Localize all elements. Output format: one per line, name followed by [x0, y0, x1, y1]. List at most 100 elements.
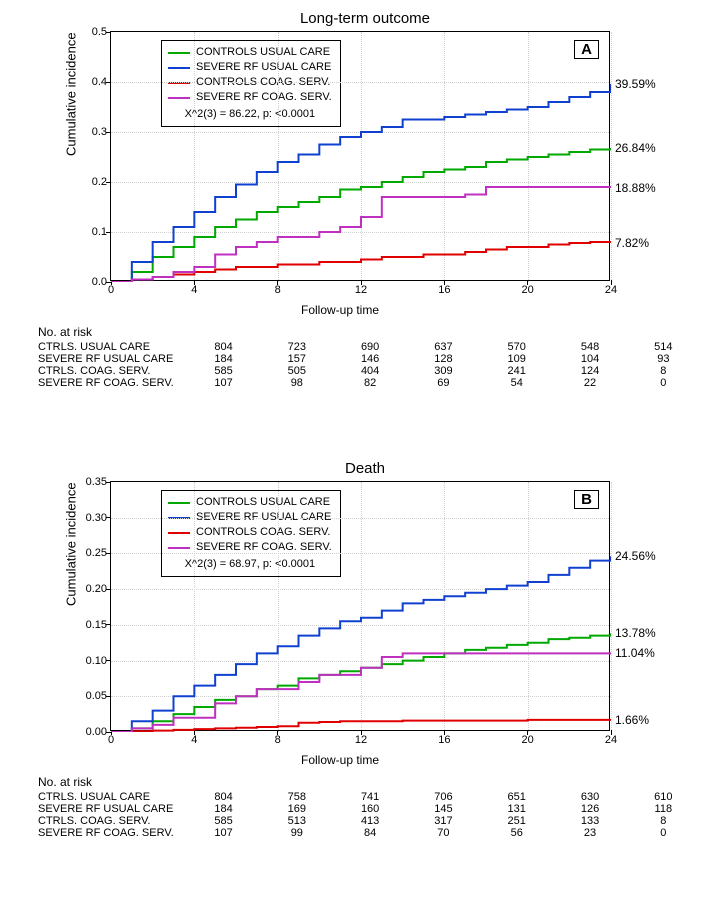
ytick-label: 0.0: [92, 276, 107, 288]
xtick-label: 4: [191, 734, 197, 746]
series-severe_coag: [111, 187, 611, 282]
risk-cell: 570: [480, 341, 553, 353]
risk-cell: 741: [333, 791, 406, 803]
series-severe_usual: [111, 556, 611, 732]
risk-cell: 690: [333, 341, 406, 353]
panel-a-ylabel: Cumulative incidence: [64, 32, 79, 156]
risk-row-label: SEVERE RF COAG. SERV.: [30, 377, 187, 389]
risk-row-label: CTRLS. USUAL CARE: [30, 791, 187, 803]
risk-cell: 8: [627, 815, 700, 827]
ytick-label: 0.10: [86, 655, 107, 667]
risk-cell: 184: [187, 803, 260, 815]
risk-cell: 98: [260, 377, 333, 389]
panel-a-plot-area: A CONTROLS USUAL CARESEVERE RF USUAL CAR…: [110, 31, 610, 281]
panel-b-title: Death: [30, 460, 700, 477]
risk-cell: 630: [553, 791, 626, 803]
risk-row: SEVERE RF COAG. SERV.10799847056230: [30, 827, 700, 839]
ytick-label: 0.4: [92, 76, 107, 88]
risk-cell: 23: [553, 827, 626, 839]
risk-row-label: CTRLS. COAG. SERV.: [30, 365, 187, 377]
series-severe_usual: [111, 84, 611, 282]
risk-cell: 804: [187, 341, 260, 353]
end-percent-controls_usual: 13.78%: [615, 626, 656, 640]
panel-b: Death Cumulative incidence B CONTROLS US…: [30, 460, 700, 880]
panel-b-ylabel: Cumulative incidence: [64, 482, 79, 606]
xtick-label: 0: [108, 734, 114, 746]
risk-cell: 22: [553, 377, 626, 389]
risk-row-label: SEVERE RF COAG. SERV.: [30, 827, 187, 839]
panel-b-plot: Cumulative incidence B CONTROLS USUAL CA…: [70, 481, 670, 751]
risk-cell: 82: [333, 377, 406, 389]
risk-cell: 548: [553, 341, 626, 353]
panel-a-risk-block: No. at risk CTRLS. USUAL CARE80472369063…: [30, 325, 700, 389]
risk-cell: 0: [627, 827, 700, 839]
xtick-label: 24: [605, 284, 617, 296]
risk-cell: 413: [333, 815, 406, 827]
xtick-label: 4: [191, 284, 197, 296]
risk-cell: 758: [260, 791, 333, 803]
xtick-label: 0: [108, 284, 114, 296]
xtick-label: 16: [438, 734, 450, 746]
risk-cell: 251: [480, 815, 553, 827]
ytick-label: 0.35: [86, 476, 107, 488]
xtick-label: 20: [522, 284, 534, 296]
xtick-label: 24: [605, 734, 617, 746]
risk-cell: 133: [553, 815, 626, 827]
end-percent-severe_usual: 24.56%: [615, 549, 656, 563]
risk-cell: 610: [627, 791, 700, 803]
ytick-label: 0.3: [92, 126, 107, 138]
risk-cell: 309: [407, 365, 480, 377]
risk-cell: 124: [553, 365, 626, 377]
risk-cell: 69: [407, 377, 480, 389]
ytick-label: 0.25: [86, 547, 107, 559]
risk-row: SEVERE RF USUAL CARE18415714612810910493: [30, 353, 700, 365]
risk-cell: 126: [553, 803, 626, 815]
risk-cell: 241: [480, 365, 553, 377]
risk-cell: 317: [407, 815, 480, 827]
ytick-label: 0.5: [92, 26, 107, 38]
panel-b-risk-title: No. at risk: [38, 775, 700, 789]
risk-cell: 8: [627, 365, 700, 377]
ytick-label: 0.30: [86, 512, 107, 524]
risk-cell: 84: [333, 827, 406, 839]
panel-a-plot: Cumulative incidence A CONTROLS USUAL CA…: [70, 31, 670, 301]
risk-cell: 104: [553, 353, 626, 365]
series-controls_coag: [111, 720, 611, 732]
risk-row-label: CTRLS. USUAL CARE: [30, 341, 187, 353]
ytick-label: 0.15: [86, 619, 107, 631]
end-percent-severe_usual: 39.59%: [615, 77, 656, 91]
end-percent-controls_usual: 26.84%: [615, 141, 656, 155]
risk-cell: 160: [333, 803, 406, 815]
risk-cell: 505: [260, 365, 333, 377]
page: Long-term outcome Cumulative incidence A…: [0, 0, 724, 909]
risk-row-label: CTRLS. COAG. SERV.: [30, 815, 187, 827]
risk-row: CTRLS. COAG. SERV.5855134133172511338: [30, 815, 700, 827]
risk-cell: 637: [407, 341, 480, 353]
ytick-label: 0.20: [86, 583, 107, 595]
ytick-label: 0.05: [86, 690, 107, 702]
risk-cell: 514: [627, 341, 700, 353]
risk-cell: 169: [260, 803, 333, 815]
ytick-label: 0.00: [86, 726, 107, 738]
end-percent-severe_coag: 11.04%: [615, 646, 655, 660]
risk-cell: 184: [187, 353, 260, 365]
xtick-label: 12: [355, 284, 367, 296]
xtick-label: 16: [438, 284, 450, 296]
risk-row-label: SEVERE RF USUAL CARE: [30, 803, 187, 815]
risk-cell: 54: [480, 377, 553, 389]
xtick-label: 8: [275, 734, 281, 746]
risk-row-label: SEVERE RF USUAL CARE: [30, 353, 187, 365]
risk-cell: 513: [260, 815, 333, 827]
risk-cell: 0: [627, 377, 700, 389]
panel-a-title: Long-term outcome: [30, 10, 700, 27]
xtick-label: 20: [522, 734, 534, 746]
ytick-label: 0.1: [92, 226, 107, 238]
risk-cell: 56: [480, 827, 553, 839]
km-curves: [111, 32, 611, 282]
risk-row: CTRLS. COAG. SERV.5855054043092411248: [30, 365, 700, 377]
risk-cell: 723: [260, 341, 333, 353]
end-percent-controls_coag: 1.66%: [615, 713, 649, 727]
risk-cell: 107: [187, 827, 260, 839]
risk-cell: 146: [333, 353, 406, 365]
risk-cell: 99: [260, 827, 333, 839]
